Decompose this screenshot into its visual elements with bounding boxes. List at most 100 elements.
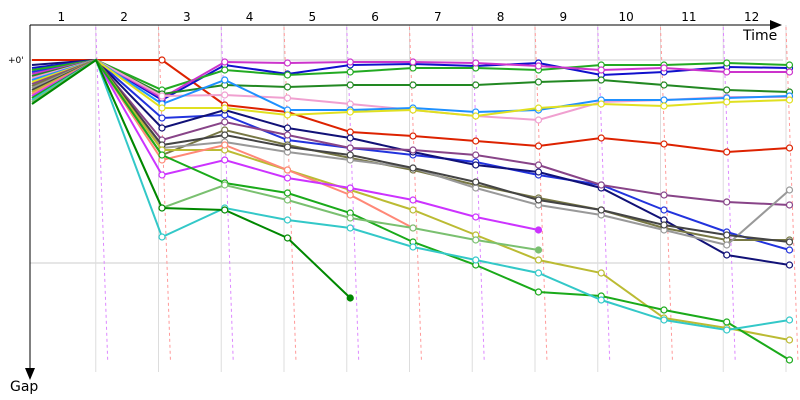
data-point	[723, 86, 731, 94]
data-point	[158, 171, 166, 179]
data-point	[472, 213, 480, 221]
data-point	[283, 94, 292, 102]
data-point	[346, 294, 354, 302]
data-point	[158, 233, 166, 241]
data-point	[660, 316, 668, 324]
data-point	[723, 241, 731, 249]
data-point	[785, 316, 794, 324]
data-point	[283, 234, 292, 242]
data-point	[158, 92, 166, 100]
data-point	[221, 91, 229, 99]
data-point	[409, 106, 417, 114]
data-point	[283, 189, 292, 197]
data-point	[597, 269, 605, 277]
data-point	[283, 196, 292, 204]
series-group	[31, 56, 794, 364]
data-point	[534, 116, 543, 124]
data-point	[785, 336, 794, 344]
data-point	[158, 204, 166, 212]
data-point	[283, 83, 292, 91]
data-point	[660, 140, 668, 148]
x-axis-title: Time	[742, 28, 777, 44]
data-point	[660, 221, 668, 229]
lap-label: 4	[246, 10, 254, 24]
data-point	[723, 59, 731, 67]
lap-label: 8	[497, 10, 505, 24]
data-point	[660, 306, 668, 314]
data-point	[472, 178, 480, 186]
data-point	[597, 76, 605, 84]
data-point	[346, 100, 354, 108]
data-point	[534, 269, 543, 277]
y-axis-title: Gap	[10, 379, 38, 395]
data-point	[534, 78, 543, 86]
data-point	[723, 251, 731, 259]
data-point	[472, 184, 480, 192]
data-point	[409, 132, 417, 140]
data-point	[346, 128, 354, 136]
data-point	[221, 118, 229, 126]
pit-line	[722, 26, 736, 363]
data-point	[597, 134, 605, 142]
data-point	[472, 151, 480, 159]
data-point	[723, 326, 731, 334]
data-point	[158, 114, 166, 122]
pit-line	[158, 26, 171, 363]
lap-label: 7	[434, 10, 442, 24]
lap-label: 12	[744, 10, 759, 24]
data-point	[723, 231, 731, 239]
zero-gap-label: +0'	[8, 56, 24, 66]
data-point	[534, 226, 543, 234]
data-point	[283, 111, 292, 119]
data-point	[472, 112, 480, 120]
data-point	[534, 142, 543, 150]
data-point	[409, 224, 417, 232]
data-point	[534, 288, 543, 296]
data-point	[346, 58, 354, 66]
data-point	[346, 68, 354, 76]
data-point	[221, 206, 229, 214]
data-point	[158, 56, 166, 64]
lap-label: 3	[183, 10, 191, 24]
data-point	[221, 131, 229, 139]
data-point	[409, 164, 417, 172]
data-point	[409, 243, 417, 251]
data-point	[785, 186, 794, 194]
data-point	[534, 246, 543, 254]
pit-line	[785, 26, 799, 363]
data-point	[723, 98, 731, 106]
lap-label: 2	[120, 10, 128, 24]
data-point	[409, 81, 417, 89]
pit-line	[534, 26, 548, 363]
data-point	[785, 201, 794, 209]
data-point	[472, 81, 480, 89]
data-point	[346, 144, 354, 152]
data-point	[221, 181, 229, 189]
data-point	[597, 100, 605, 108]
data-point	[723, 148, 731, 156]
pit-line	[95, 26, 109, 363]
data-point	[409, 64, 417, 72]
data-point	[283, 59, 292, 67]
data-point	[158, 151, 166, 159]
data-point	[534, 104, 543, 112]
data-point	[597, 206, 605, 214]
data-point	[283, 124, 292, 132]
data-point	[785, 246, 794, 254]
axes: Time Gap +0'	[8, 20, 782, 395]
data-point	[785, 144, 794, 152]
data-point	[472, 161, 480, 169]
data-point	[534, 196, 543, 204]
data-point	[221, 156, 229, 164]
data-point	[283, 143, 292, 151]
x-axis-arrow-icon	[770, 20, 782, 30]
data-point	[785, 238, 794, 246]
data-point	[660, 81, 668, 89]
pit-line	[471, 26, 485, 363]
data-point	[346, 224, 354, 232]
y-axis-arrow-icon	[25, 368, 35, 380]
data-point	[472, 236, 480, 244]
data-point	[346, 81, 354, 89]
data-point	[472, 59, 480, 67]
lap-labels: 1 2 3 4 5 6 7 8 9 10 11 12	[58, 10, 760, 24]
